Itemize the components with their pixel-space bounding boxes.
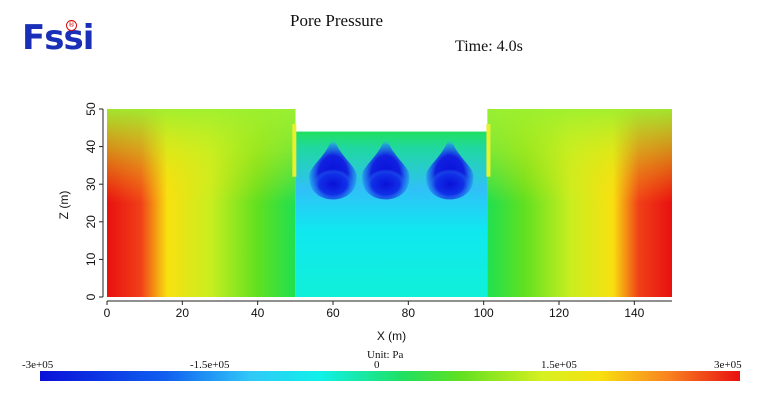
right-block-surface-shade (487, 109, 672, 297)
x-tick-label: 20 (176, 306, 190, 320)
chart-title: Pore Pressure (290, 11, 384, 30)
time-label: Time: 4.0s (455, 38, 523, 55)
colorbar-unit-label: Unit: Pa (367, 349, 404, 361)
y-tick-label: 30 (84, 177, 98, 191)
low-pressure-core (313, 169, 353, 200)
x-tick-label: 100 (474, 306, 494, 320)
x-tick-label: 80 (402, 306, 416, 320)
colorbar-tick-label: 3e+05 (714, 359, 742, 371)
colorbar-tick-label: -1.5e+05 (190, 359, 230, 371)
x-tick-label: 120 (549, 306, 569, 320)
left-wall (292, 124, 297, 177)
left-block-surface-shade (107, 109, 296, 297)
x-axis-label: X (m) (377, 329, 406, 343)
fssi-logo: Fssi (22, 18, 94, 58)
colorbar-tick-label: 1.5e+05 (541, 359, 577, 371)
y-tick-label: 20 (84, 215, 98, 229)
x-tick-label: 60 (326, 306, 340, 320)
x-tick-label: 0 (104, 306, 111, 320)
y-tick-label: 50 (84, 102, 98, 116)
colorbar-tick-label: 0 (374, 359, 380, 371)
right-wall (486, 124, 491, 177)
colorbar-tick-label: -3e+05 (22, 359, 54, 371)
y-axis-label: Z (m) (57, 191, 71, 220)
y-tick-label: 10 (84, 252, 98, 266)
registered-mark: ® (66, 20, 77, 31)
y-tick-label: 0 (84, 293, 98, 300)
x-tick-label: 40 (251, 306, 265, 320)
x-tick-label: 140 (624, 306, 644, 320)
y-tick-label: 40 (84, 140, 98, 154)
colorbar (40, 371, 740, 381)
low-pressure-core (365, 169, 406, 200)
low-pressure-core (429, 169, 470, 200)
